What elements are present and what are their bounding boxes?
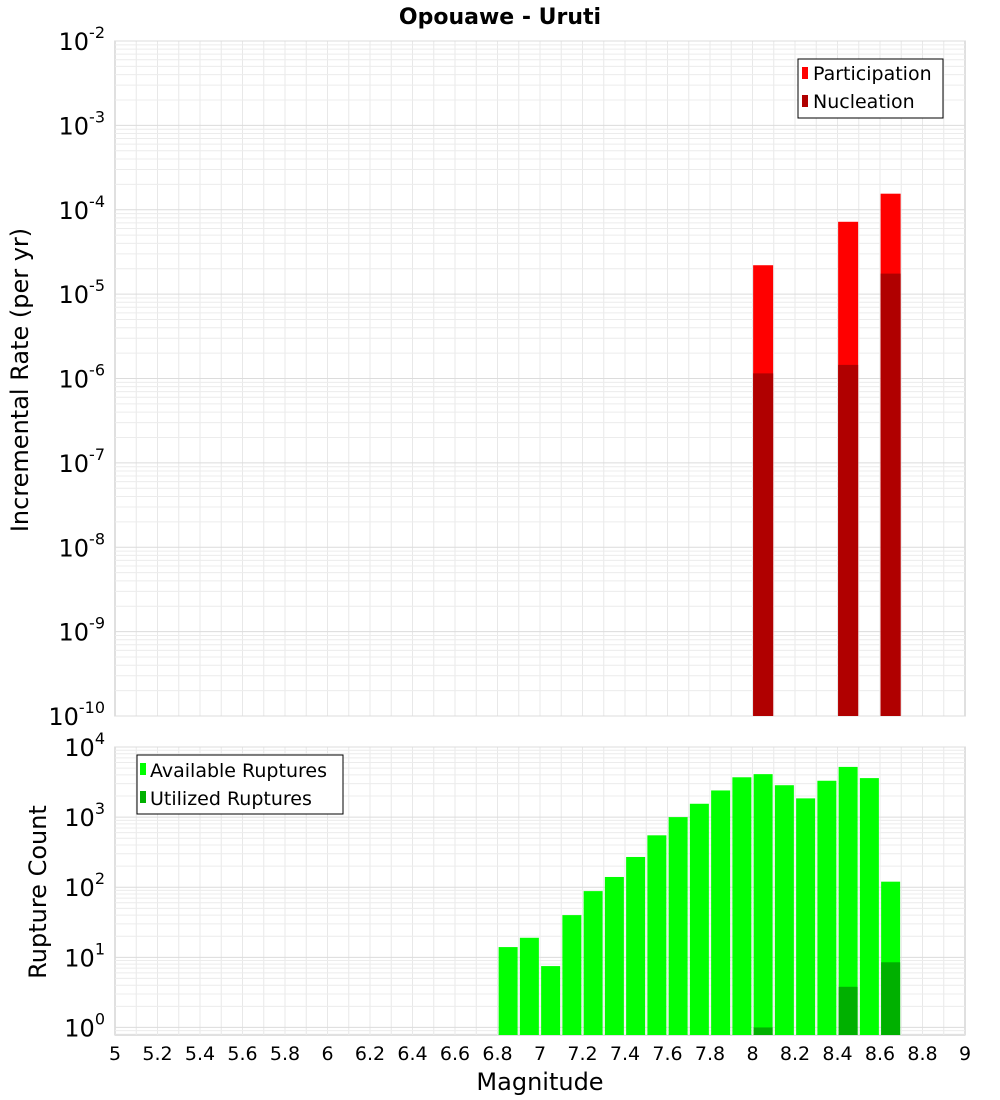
x-tick-label: 8.6 [865,1043,895,1065]
x-tick-label: 5.8 [270,1043,300,1065]
bar-available-ruptures [732,777,752,1035]
bar-nucleation [880,273,901,716]
x-tick-label: 7.6 [652,1043,682,1065]
x-tick-label: 8 [746,1043,758,1065]
x-tick-label: 5.2 [142,1043,172,1065]
bar-available-ruptures [562,915,582,1035]
x-tick-label: 7.8 [695,1043,725,1065]
legend-swatch-nucleation [802,95,808,107]
bar-available-ruptures [838,766,858,1035]
bottom-y-axis-label: Rupture Count [24,805,52,979]
chart-title: Opouawe - Uruti [399,5,601,30]
bar-available-ruptures [583,891,603,1035]
y-tick-label: 10-3 [59,107,106,140]
x-tick-label: 6.2 [355,1043,385,1065]
bar-nucleation [753,373,774,716]
bar-available-ruptures [774,785,794,1035]
bar-utilized-ruptures [838,986,858,1035]
bar-available-ruptures [711,790,731,1035]
y-tick-label: 101 [64,939,105,972]
bar-utilized-ruptures [881,962,901,1035]
bottom-y-tick-labels: 100 101 102 103 104 [64,729,105,1042]
bar-available-ruptures [647,835,667,1035]
bar-available-ruptures [668,817,688,1035]
x-tick-label: 6.6 [440,1043,470,1065]
top-legend: Participation Nucleation [797,58,944,119]
bar-nucleation [838,364,859,716]
x-tick-label: 9 [959,1043,971,1065]
y-tick-label: 10-8 [59,529,106,562]
legend-label-participation: Participation [813,63,932,85]
x-tick-label: 8.4 [822,1043,852,1065]
bar-available-ruptures [796,798,816,1035]
x-tick-labels: 5 5.2 5.4 5.6 5.8 6 6.2 6.4 6.6 6.8 7 7.2 7.4 7.6 7.8 8… [109,1043,971,1065]
y-tick-label: 104 [64,729,105,762]
y-tick-label: 10-4 [59,192,106,225]
y-tick-label: 102 [64,869,105,902]
bar-available-ruptures [498,947,518,1035]
x-tick-label: 7.4 [610,1043,640,1065]
x-axis-label: Magnitude [476,1068,603,1096]
y-tick-label: 10-7 [59,445,106,478]
legend-swatch-utilized [140,791,146,803]
y-tick-label: 103 [64,799,105,832]
bar-available-ruptures [604,876,624,1035]
legend-label-utilized: Utilized Ruptures [150,788,312,810]
bar-available-ruptures [626,856,646,1035]
x-tick-label: 5 [109,1043,121,1065]
x-tick-label: 8.8 [907,1043,937,1065]
bar-available-ruptures [689,803,709,1035]
bar-available-ruptures [519,937,539,1035]
legend-label-available: Available Ruptures [150,760,327,782]
y-tick-label: 10-5 [59,276,106,309]
x-tick-label: 7 [534,1043,546,1065]
x-tick-label: 8.2 [780,1043,810,1065]
bar-utilized-ruptures [753,1027,773,1035]
x-tick-label: 5.6 [227,1043,257,1065]
y-tick-label: 10-9 [59,614,106,647]
bar-available-ruptures [541,966,561,1035]
x-tick-label: 6 [321,1043,333,1065]
y-tick-label: 10-10 [48,698,105,731]
y-tick-label: 10-6 [59,361,106,394]
legend-swatch-participation [802,67,808,79]
x-tick-label: 6.4 [397,1043,427,1065]
bar-available-ruptures [859,778,879,1035]
bar-available-ruptures [753,774,773,1035]
top-plot-grid [115,40,965,717]
legend-label-nucleation: Nucleation [813,91,915,113]
bottom-legend: Available Ruptures Utilized Ruptures [136,754,344,815]
top-y-axis-label: Incremental Rate (per yr) [6,228,34,532]
y-tick-label: 100 [64,1009,105,1042]
top-y-tick-labels: 10-10 10-9 10-8 10-7 10-6 10-5 10-4 10-3 10-2 [48,23,105,731]
legend-swatch-available [140,763,146,775]
x-tick-label: 6.8 [482,1043,512,1065]
y-tick-label: 10-2 [59,23,106,56]
x-tick-label: 5.4 [185,1043,215,1065]
bottom-plot-bars [498,766,901,1035]
x-tick-label: 7.2 [567,1043,597,1065]
bar-available-ruptures [817,780,837,1035]
top-plot-bars [753,193,901,716]
